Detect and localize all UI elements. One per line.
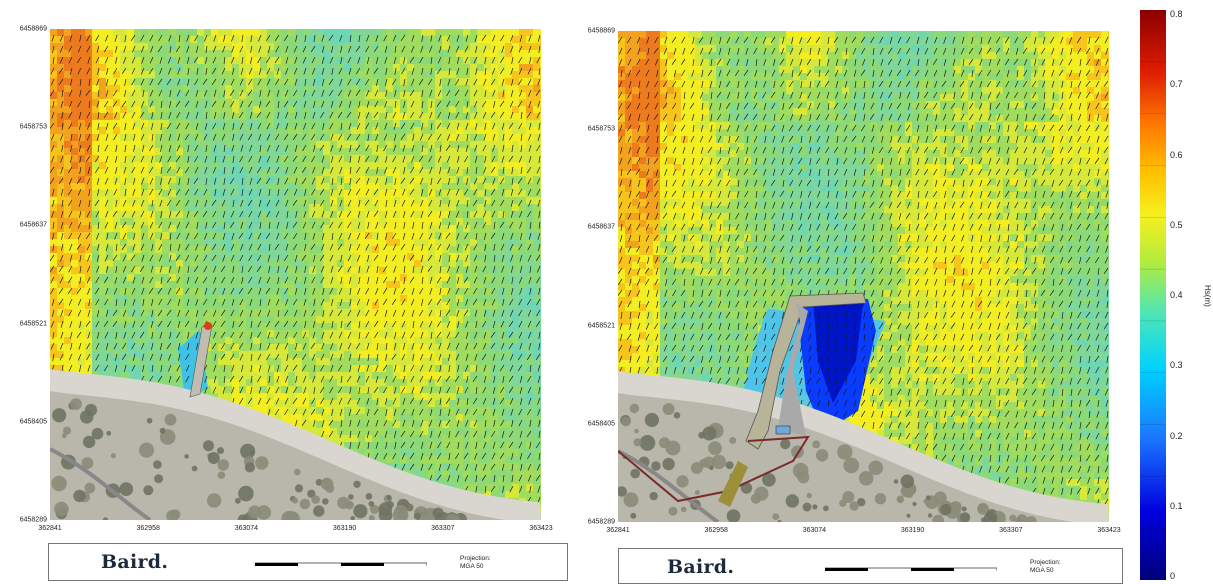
- y-tick-label: 6458521: [588, 322, 615, 329]
- left-footer: Baird. Projection: MGA 50: [48, 543, 568, 581]
- y-tick-label: 6458637: [20, 222, 47, 229]
- projection-value: MGA 50: [460, 563, 491, 571]
- colorbar-tick-label: 0.2: [1170, 431, 1183, 441]
- x-tick-label: 362958: [137, 525, 160, 532]
- x-tick-label: 363190: [333, 525, 356, 532]
- left-map-plot: [50, 29, 541, 520]
- y-tick-label: 6458289: [20, 517, 47, 524]
- right-panel: 6458869 6458753 6458637 6458521 6458405 64582…: [570, 0, 1130, 583]
- baird-logo: Baird.: [101, 551, 168, 573]
- right-footer: Baird. Projection: MGA 50: [618, 548, 1123, 584]
- y-tick-label: 6458869: [588, 28, 615, 35]
- x-tick-label: 363074: [235, 525, 258, 532]
- y-tick-label: 6458289: [588, 519, 615, 526]
- left-panel: 6458869 6458753 6458637 6458521 6458405 64582…: [0, 0, 560, 583]
- y-tick-label: 6458753: [588, 126, 615, 133]
- projection-value: MGA 50: [1030, 567, 1061, 575]
- colorbar-tick-label: 0.5: [1170, 220, 1183, 230]
- scale-bar: [255, 561, 427, 566]
- projection-label: Projection: MGA 50: [460, 555, 491, 571]
- x-tick-label: 363423: [1097, 527, 1120, 534]
- y-tick-label: 6458637: [588, 224, 615, 231]
- x-tick-label: 362841: [606, 527, 629, 534]
- x-tick-label: 363074: [803, 527, 826, 534]
- colorbar-label: Hs(m): [1203, 285, 1212, 307]
- colorbar-tick-label: 0.6: [1170, 150, 1183, 160]
- y-tick-label: 6458521: [20, 320, 47, 327]
- x-tick-label: 363423: [529, 525, 552, 532]
- right-heatmap: [618, 31, 1109, 522]
- x-tick-label: 363190: [901, 527, 924, 534]
- projection-label: Projection: MGA 50: [1030, 559, 1061, 575]
- x-tick-label: 363307: [431, 525, 454, 532]
- x-tick-label: 362958: [705, 527, 728, 534]
- scale-bar: [825, 566, 997, 571]
- colorbar-tick-label: 0.3: [1170, 360, 1183, 370]
- projection-title: Projection:: [460, 555, 491, 563]
- colorbar-tick-label: 0.4: [1170, 290, 1183, 300]
- colorbar-tick-label: 0: [1170, 571, 1175, 581]
- y-tick-label: 6458869: [20, 26, 47, 33]
- x-tick-label: 363307: [999, 527, 1022, 534]
- colorbar-tick-label: 0.7: [1170, 79, 1183, 89]
- colorbar-tick-label: 0.1: [1170, 501, 1183, 511]
- projection-title: Projection:: [1030, 559, 1061, 567]
- y-tick-label: 6458405: [20, 418, 47, 425]
- left-heatmap: [50, 29, 541, 520]
- colorbar-gradient: [1140, 10, 1166, 580]
- baird-logo: Baird.: [667, 556, 734, 578]
- y-tick-label: 6458405: [588, 420, 615, 427]
- colorbar-tick-label: 0.8: [1170, 9, 1183, 19]
- x-tick-label: 362841: [38, 525, 61, 532]
- right-map-plot: [618, 31, 1109, 522]
- y-tick-label: 6458753: [20, 124, 47, 131]
